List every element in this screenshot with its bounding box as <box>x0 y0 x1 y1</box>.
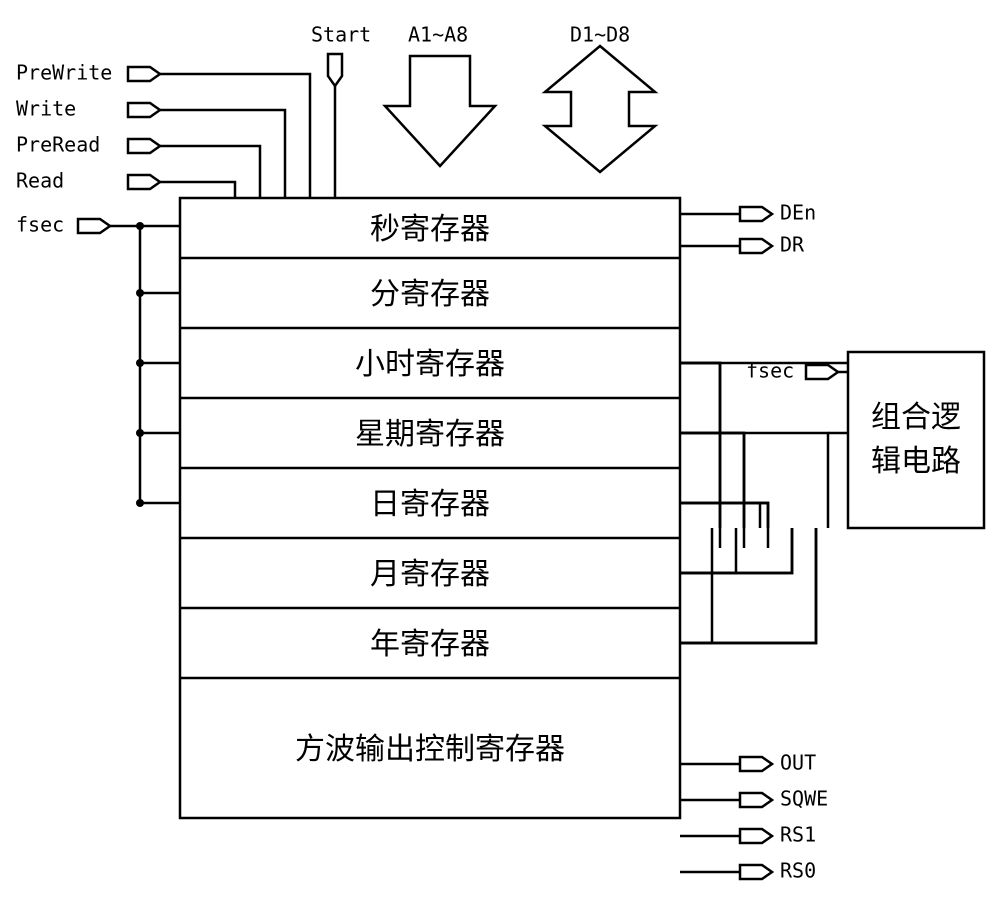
svg-text:PreWrite: PreWrite <box>16 61 112 85</box>
svg-text:年寄存器: 年寄存器 <box>370 628 490 661</box>
svg-text:组合逻: 组合逻 <box>871 401 961 434</box>
svg-text:PreRead: PreRead <box>16 133 100 157</box>
svg-text:D1~D8: D1~D8 <box>570 23 630 47</box>
svg-text:月寄存器: 月寄存器 <box>370 558 490 591</box>
svg-text:日寄存器: 日寄存器 <box>370 488 490 521</box>
svg-text:RS0: RS0 <box>780 859 816 883</box>
svg-text:Write: Write <box>16 97 76 121</box>
svg-text:DR: DR <box>780 233 805 257</box>
svg-text:fsec: fsec <box>16 213 64 237</box>
svg-text:Start: Start <box>311 23 371 47</box>
svg-text:SQWE: SQWE <box>780 787 828 811</box>
svg-text:辑电路: 辑电路 <box>871 445 961 478</box>
svg-text:分寄存器: 分寄存器 <box>370 278 490 311</box>
svg-text:小时寄存器: 小时寄存器 <box>355 348 505 381</box>
svg-text:Read: Read <box>16 169 64 193</box>
svg-text:DEn: DEn <box>780 201 816 225</box>
svg-text:方波输出控制寄存器: 方波输出控制寄存器 <box>295 733 565 766</box>
rtc-block-diagram: 秒寄存器分寄存器小时寄存器星期寄存器日寄存器月寄存器年寄存器方波输出控制寄存器 S… <box>0 0 1000 915</box>
svg-text:A1~A8: A1~A8 <box>408 23 468 47</box>
svg-text:RS1: RS1 <box>780 823 816 847</box>
svg-text:秒寄存器: 秒寄存器 <box>370 213 490 246</box>
svg-text:星期寄存器: 星期寄存器 <box>355 418 505 451</box>
svg-text:OUT: OUT <box>780 751 816 775</box>
